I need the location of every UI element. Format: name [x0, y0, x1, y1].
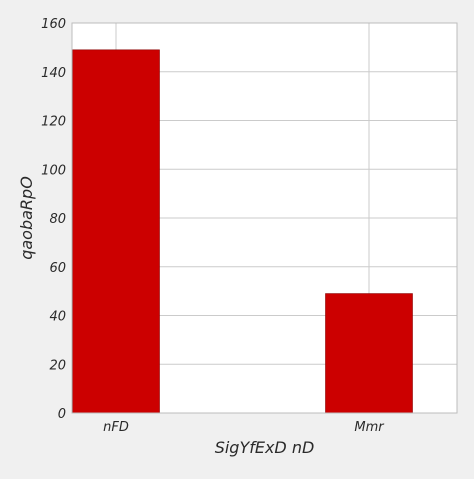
- bar-mmr: [325, 293, 413, 414]
- y-tick-label: 160: [41, 17, 66, 32]
- y-tick-labels: 0 20 40 60 80 100 120 140 160: [41, 17, 66, 422]
- x-tick-label: nFD: [103, 420, 129, 435]
- y-tick-label: 40: [49, 310, 66, 325]
- y-tick-label: 120: [41, 115, 66, 130]
- bars: [72, 49, 413, 414]
- y-tick-label: 100: [41, 163, 66, 178]
- y-tick-label: 60: [49, 261, 66, 276]
- y-tick-label: 20: [49, 358, 66, 373]
- y-axis-label: qaobaRpO: [17, 176, 36, 260]
- y-tick-label: 80: [49, 212, 66, 227]
- x-tick-labels: nFD Mmr: [103, 420, 385, 435]
- y-tick-label: 140: [41, 66, 66, 81]
- y-tick-label: 0: [58, 407, 66, 422]
- plot-frame: [71, 22, 458, 414]
- x-axis-label: SigYfExD nD: [215, 438, 315, 457]
- bar-nfd: [72, 49, 160, 414]
- x-tick-label: Mmr: [354, 420, 385, 435]
